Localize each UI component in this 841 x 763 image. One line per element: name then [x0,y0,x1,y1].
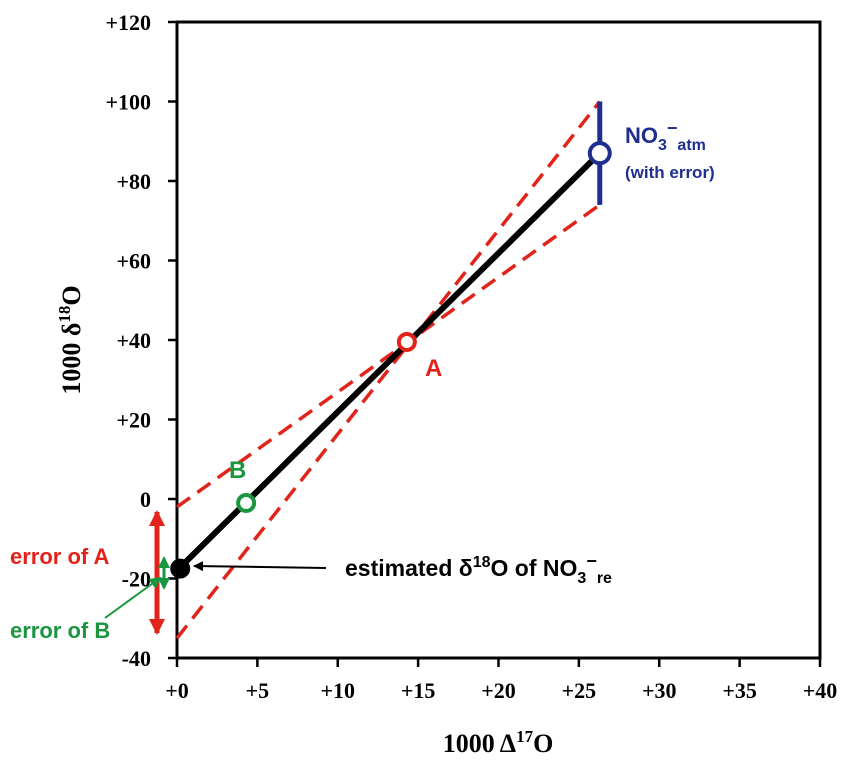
uncertainty-line [175,100,602,640]
y-tick-label: +100 [105,90,151,115]
uncertainty-line [175,203,601,509]
point-a-label: A [425,355,442,382]
y-axis-label: 1000 δ18O [55,285,86,394]
x-tick-label: +40 [803,678,838,703]
x-tick-label: +15 [401,678,436,703]
y-tick-label: +120 [105,10,151,35]
x-tick-label: +5 [246,678,270,703]
axis-ticks: +0 +5 +10 +15 +20 +25 +30 +35 +40-40-200+20+40+6… [105,10,837,703]
error-a-label: error of A [10,544,110,569]
y-tick-label: +80 [116,169,151,194]
point-nitrate-re [170,558,191,579]
y-tick-label: +40 [116,328,151,353]
error-b-pointer [104,576,162,619]
x-tick-label: +20 [481,678,516,703]
x-tick-label: +35 [722,678,757,703]
estimated-label: estimated δ18O of NO3−re [345,551,612,587]
point-b-label: B [229,457,246,484]
x-tick-label: +30 [642,678,677,703]
nitrate-atm-label: NO3−atm [625,118,706,154]
point-B [236,492,257,513]
x-tick-label: +25 [562,678,597,703]
y-tick-label: -40 [122,646,151,671]
point-A [396,331,417,352]
y-tick-label: +60 [116,249,151,274]
x-axis-label: 1000 Δ17O [443,727,554,758]
error-b-label: error of B [10,618,110,643]
y-tick-label: 0 [140,487,151,512]
data-points [170,141,612,579]
x-tick-label: +0 [165,678,189,703]
x-tick-label: +10 [320,678,355,703]
nitrate-atm-note: (with error) [625,163,715,182]
y-tick-label: +20 [116,408,151,433]
estimated-arrow [193,561,327,572]
point-nitrate-atm [587,141,612,166]
